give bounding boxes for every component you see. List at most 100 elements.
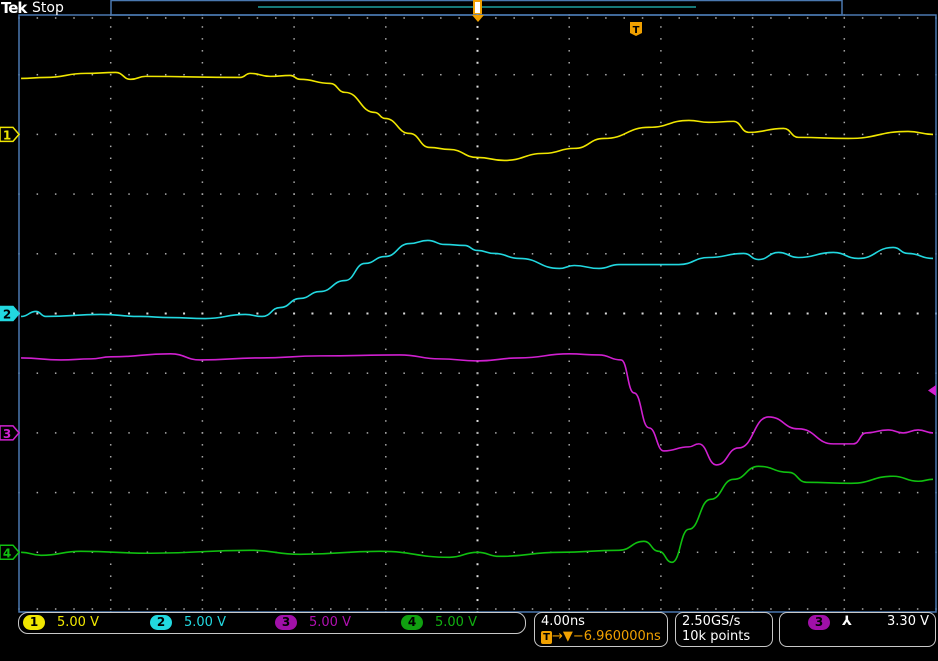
grid-dot [531, 551, 534, 554]
grid-dot [330, 133, 332, 136]
acquisition-readout[interactable]: 2.50GS/s 10k points [675, 612, 773, 647]
grid-dot [238, 133, 240, 136]
grid-dot [201, 264, 204, 267]
grid-dot [678, 193, 680, 195]
grid-dot [476, 503, 479, 506]
grid-dot [751, 253, 754, 255]
channel-4-readout[interactable]: 4 5.00 V [401, 615, 477, 630]
grid-dot [843, 479, 846, 482]
grid-dot [109, 491, 112, 494]
grid-dot [513, 133, 515, 136]
grid-dot [256, 491, 259, 494]
grid-dot [128, 73, 130, 76]
grid-dot [256, 372, 259, 374]
grid-dot [568, 276, 570, 279]
grid-dot [73, 372, 75, 374]
grid-dot [348, 73, 350, 76]
channel-2-ground-marker[interactable]: 2 [0, 305, 20, 322]
grid-dot [293, 348, 295, 351]
grid-dot [440, 17, 442, 19]
grid-dot [714, 312, 717, 315]
grid-dot [36, 551, 39, 554]
grid-dot [219, 551, 222, 554]
grid-dot [201, 217, 204, 219]
grid-dot [568, 241, 570, 243]
grid-dot [568, 169, 570, 171]
grid-dot [164, 73, 167, 76]
grid-dot [385, 563, 387, 565]
grid-dot [769, 312, 772, 315]
grid-dot [751, 229, 754, 231]
channel-3-ground-marker[interactable]: 3 [0, 425, 20, 441]
trigger-position-icon[interactable]: T [630, 22, 642, 36]
grid-dot [385, 26, 387, 28]
grid-dot [476, 109, 479, 112]
grid-dot [660, 420, 662, 422]
channel-3-readout[interactable]: 3 5.00 V [275, 615, 351, 630]
grid-dot [293, 563, 295, 565]
channel-1-ground-marker[interactable]: 1 [0, 126, 20, 142]
grid-dot [311, 73, 314, 76]
grid-dot [311, 551, 314, 554]
grid-dot [256, 253, 259, 255]
graticule [18, 14, 937, 613]
grid-dot [54, 133, 57, 136]
grid-dot [568, 456, 570, 458]
grid-dot [385, 217, 387, 219]
grid-dot [146, 312, 149, 315]
grid-dot [421, 193, 424, 195]
grid-dot [623, 312, 626, 315]
grid-dot [293, 515, 295, 518]
grid-dot [476, 372, 479, 374]
grid-dot [403, 17, 405, 19]
channel-4-ground-marker[interactable]: 4 [0, 544, 20, 560]
grid-dot [385, 456, 387, 458]
grid-dot [91, 73, 94, 76]
grid-dot [403, 73, 405, 76]
grid-dot [275, 133, 277, 136]
grid-dot [568, 312, 571, 315]
grid-dot [843, 169, 846, 171]
grid-dot [403, 432, 405, 434]
grid-dot [385, 408, 387, 410]
grid-dot [660, 587, 662, 589]
channel-1-readout[interactable]: 1 5.00 V [23, 615, 99, 630]
grid-dot [476, 276, 479, 279]
grid-dot [91, 432, 94, 434]
sample-rate: 2.50GS/s [682, 614, 741, 629]
grid-dot [660, 491, 662, 494]
grid-dot [898, 551, 901, 554]
grid-dot [201, 503, 204, 506]
grid-dot [128, 491, 130, 494]
grid-dot [36, 608, 39, 610]
grid-dot [916, 193, 919, 195]
grid-dot [751, 73, 754, 76]
trigger-readout[interactable]: 3 ⅄ 3.30 V [779, 612, 936, 647]
grid-dot [385, 229, 387, 231]
grid-dot [109, 181, 112, 183]
grid-dot [201, 26, 204, 28]
channel-2-readout[interactable]: 2 5.00 V [150, 615, 226, 630]
grid-dot [751, 264, 754, 267]
grid-dot [568, 181, 570, 183]
grid-dot [201, 384, 204, 386]
grid-dot [861, 193, 864, 195]
grid-dot [476, 467, 479, 470]
horizontal-position-marker-icon[interactable] [472, 15, 484, 22]
grid-dot [843, 312, 846, 315]
grid-dot [476, 288, 479, 291]
grid-dot [73, 17, 75, 19]
grid-dot [36, 491, 39, 494]
horizontal-readout[interactable]: 4.00ns T →▼−6.960000ns [534, 612, 668, 647]
grid-dot [660, 193, 662, 195]
grid-dot [91, 17, 94, 19]
grid-dot [109, 26, 112, 28]
grid-dot [660, 264, 662, 267]
grid-dot [440, 372, 442, 374]
channel-readout-bar: 1 5.00 V 2 5.00 V 3 5.00 V 4 5.00 V [18, 612, 526, 634]
grid-dot [256, 608, 259, 610]
grid-dot [421, 312, 424, 315]
trigger-level-marker-icon[interactable] [928, 385, 936, 396]
grid-dot [238, 432, 240, 434]
grid-dot [440, 491, 442, 494]
